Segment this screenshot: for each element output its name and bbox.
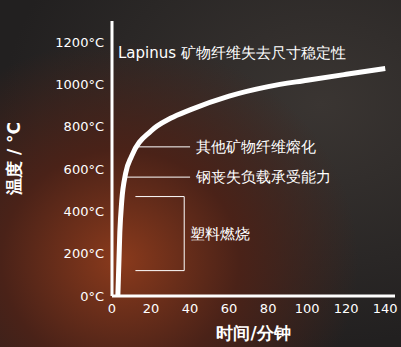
- svg-text:140: 140: [373, 301, 398, 316]
- svg-text:Lapinus 矿物纤维失去尺寸稳定性: Lapinus 矿物纤维失去尺寸稳定性: [118, 44, 346, 62]
- svg-text:0°C: 0°C: [80, 289, 104, 304]
- svg-text:120: 120: [334, 301, 359, 316]
- svg-text:400°C: 400°C: [64, 204, 104, 219]
- svg-text:800°C: 800°C: [64, 119, 104, 134]
- svg-text:1200°C: 1200°C: [55, 35, 104, 50]
- svg-text:600°C: 600°C: [64, 162, 104, 177]
- svg-text:1000°C: 1000°C: [55, 77, 104, 92]
- svg-text:20: 20: [143, 301, 160, 316]
- svg-text:其他矿物纤维熔化: 其他矿物纤维熔化: [196, 138, 316, 156]
- svg-text:200°C: 200°C: [64, 246, 104, 261]
- svg-text:时间/分钟: 时间/分钟: [216, 323, 290, 343]
- svg-text:100: 100: [295, 301, 320, 316]
- svg-text:0: 0: [108, 301, 116, 316]
- svg-text:40: 40: [182, 301, 199, 316]
- svg-text:60: 60: [221, 301, 238, 316]
- svg-text:80: 80: [260, 301, 277, 316]
- svg-text:温度 / °C: 温度 / °C: [4, 122, 24, 196]
- svg-text:塑料燃烧: 塑料燃烧: [190, 225, 250, 243]
- svg-text:钢丧失负载承受能力: 钢丧失负载承受能力: [195, 168, 331, 186]
